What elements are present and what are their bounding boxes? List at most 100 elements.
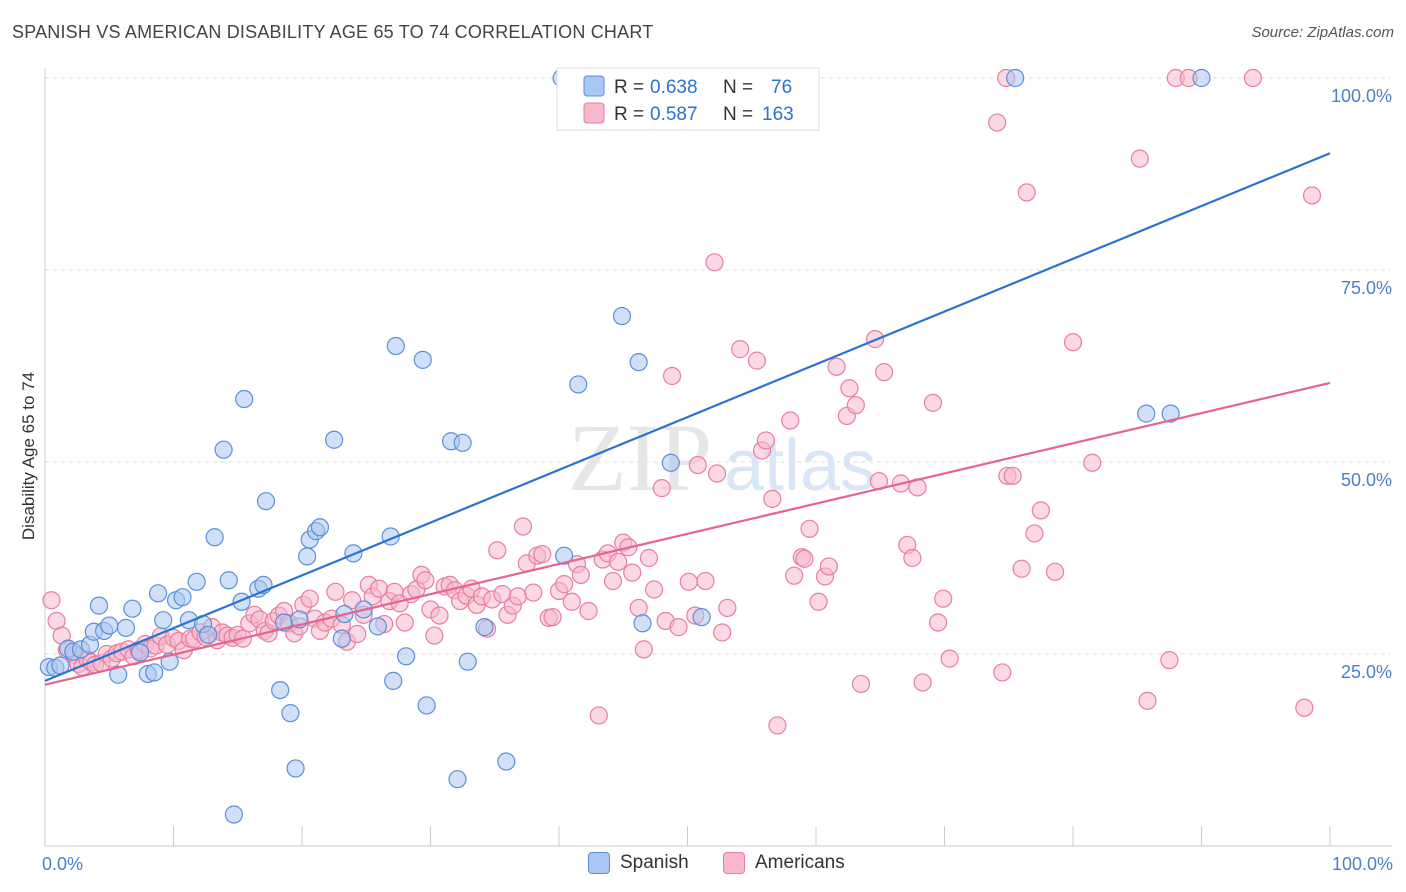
americans-point-96 [543,608,562,627]
legend-r-label-1: R = [614,77,644,98]
legend-n-label-1: N = [723,77,753,98]
spanish-point-31 [235,389,254,409]
americans-point-156 [934,589,953,608]
spanish-point-72 [1006,68,1025,88]
americans-point-131 [763,489,782,508]
americans-point-133 [781,411,800,430]
americans-point-176 [1295,698,1314,717]
spanish-point-57 [448,770,467,789]
gridlines [45,77,1390,655]
y-tick-label-2: 75.0% [1341,278,1392,298]
americans-point-122 [696,571,715,591]
americans-point-163 [1012,559,1031,578]
spanish-point-26 [205,528,224,547]
y-tick-label-0: 25.0% [1341,662,1392,682]
americans-point-130 [756,431,775,450]
legend-item-americans: Americans [723,852,845,874]
spanish-point-65 [612,306,632,326]
americans-point-136 [795,549,814,568]
spanish-point-61 [497,752,516,771]
americans-point-162 [1003,466,1022,485]
spanish-point-71 [692,608,711,627]
spanish-point-55 [417,696,436,715]
americans-point-155 [928,613,948,632]
americans-point-102 [579,601,598,621]
americans-point-166 [1031,501,1050,520]
spanish-point-43 [310,518,330,537]
x-tick-label-0: 0.0% [42,854,83,874]
americans-point-111 [629,598,648,618]
spanish-point-25 [199,625,218,644]
spanish-point-75 [1192,68,1211,88]
americans-point-175 [1243,68,1263,88]
y-tick-label-3: 100.0% [1331,86,1392,106]
americans-point-167 [1045,562,1065,581]
legend-top: R = 0.638 N = 76 R = 0.587 N = 163 [556,67,820,131]
americans-point-112 [634,640,653,659]
americans-point-107 [609,552,628,571]
americans-point-127 [731,340,750,359]
americans-point-123 [705,253,724,272]
legend-item-spanish: Spanish [588,852,689,874]
spanish-point-18 [154,611,173,630]
americans-point-89 [508,587,527,606]
americans-point-145 [851,674,871,694]
legend-n-label-2: N = [723,104,753,125]
americans-point-106 [603,571,623,591]
legend-swatch-spanish [583,75,605,97]
axes [44,68,1392,847]
americans-point-0 [42,591,61,610]
spanish-point-51 [384,671,403,690]
spanish-point-52 [386,336,405,356]
spanish-point-28 [219,571,238,590]
americans-point-54 [326,582,345,601]
americans-point-71 [416,571,435,590]
americans-point-103 [589,706,608,725]
americans-point-153 [913,673,932,692]
americans-points [42,68,1322,735]
americans-point-177 [1302,186,1322,205]
americans-point-159 [993,663,1012,682]
legend-swatch-americans-bottom [723,852,745,874]
chart-title: SPANISH VS AMERICAN DISABILITY AGE 65 TO… [12,22,654,42]
americans-point-114 [644,580,664,599]
spanish-point-13 [123,599,142,618]
americans-point-67 [395,613,414,632]
americans-trend-line [44,381,1331,686]
legend-n-value-1: 76 [771,77,792,98]
spanish-point-49 [368,617,387,636]
americans-point-128 [747,351,766,370]
americans-point-49 [300,589,319,608]
americans-point-118 [669,618,688,637]
americans-point-158 [988,113,1007,132]
spanish-trend-line [44,152,1331,682]
americans-point-125 [713,623,732,642]
spanish-point-29 [224,805,243,824]
spanish-point-69 [661,453,680,472]
spanish-point-16 [145,663,164,682]
legend-n-value-2: 163 [762,104,794,125]
americans-point-151 [903,548,922,568]
americans-point-58 [348,624,367,644]
americans-point-101 [571,565,590,584]
source-label: Source: ZipAtlas.com [1251,24,1394,41]
spanish-point-73 [1137,404,1156,423]
americans-point-143 [840,379,859,398]
spanish-point-11 [109,665,128,684]
americans-point-144 [846,396,865,415]
spanish-point-58 [453,433,472,452]
americans-point-90 [513,517,533,536]
americans-point-157 [940,649,959,668]
americans-point-148 [875,363,894,382]
y-axis-label: Disability Age 65 to 74 [19,372,38,540]
spanish-point-59 [458,652,477,671]
americans-point-137 [800,519,819,538]
spanish-point-12 [116,618,136,637]
spanish-point-45 [332,629,351,648]
spanish-point-53 [396,647,416,666]
spanish-point-35 [271,680,290,700]
x-tick-labels: 0.0% 100.0% [42,854,1393,874]
spanish-point-37 [281,704,300,723]
spanish-point-8 [89,596,109,615]
spanish-point-63 [555,546,574,565]
